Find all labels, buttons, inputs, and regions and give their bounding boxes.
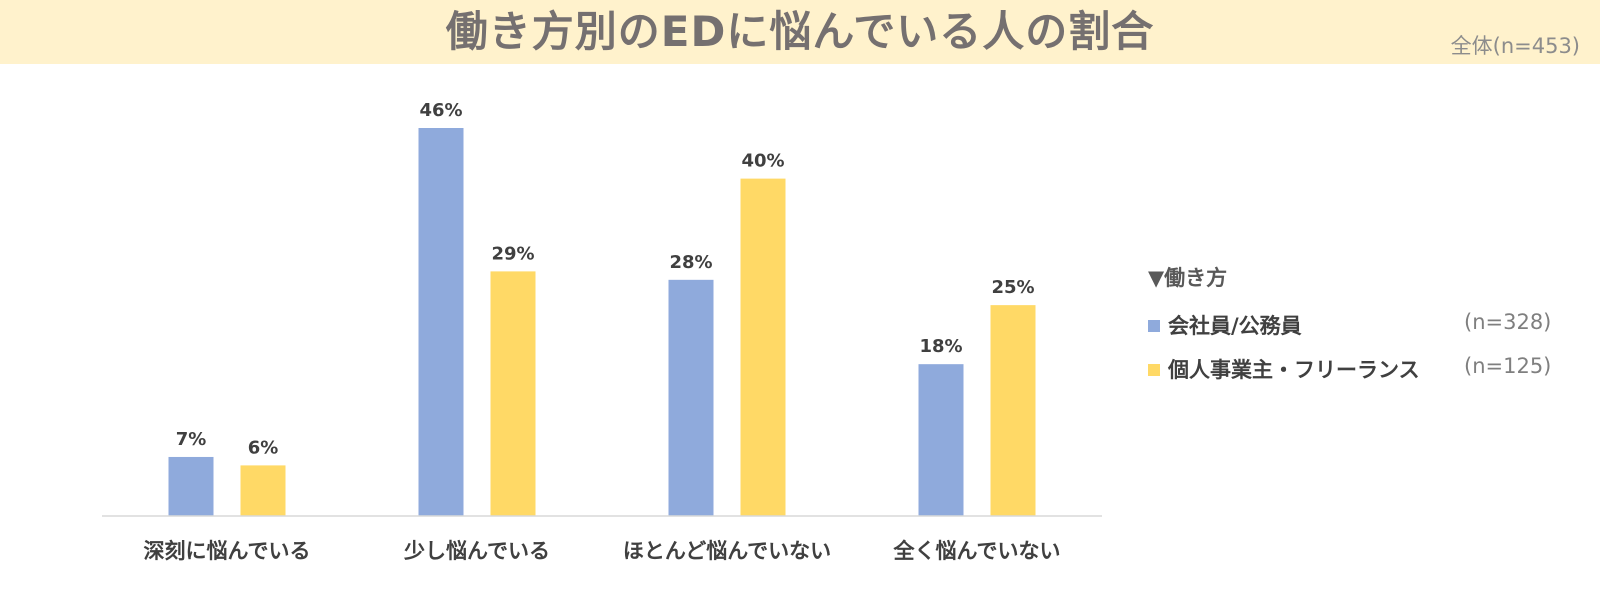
bar-freelance-2 — [490, 271, 536, 516]
category-label-1: 深刻に悩んでいる — [144, 539, 311, 563]
legend-swatch-employee — [1148, 320, 1160, 332]
bar-employee-4 — [918, 364, 964, 516]
value-label-employee-4: 18% — [919, 336, 962, 357]
value-label-freelance-4: 25% — [991, 277, 1034, 298]
legend-label-employee: 会社員/公務員 — [1168, 314, 1302, 338]
category-label-4: 全く悩んでいない — [893, 539, 1061, 563]
value-label-freelance-2: 29% — [491, 243, 534, 264]
legend-item-employee: 会社員/公務員 (n=328) — [1148, 310, 1568, 354]
legend-n-employee: (n=328) — [1464, 310, 1552, 334]
legend: ▼働き方 会社員/公務員 (n=328) 個人事業主・フリーランス (n=125… — [1148, 262, 1568, 398]
legend-label-freelance: 個人事業主・フリーランス — [1168, 358, 1420, 382]
legend-n-freelance: (n=125) — [1464, 354, 1552, 378]
category-label-2: 少し悩んでいる — [403, 539, 550, 563]
bar-freelance-1 — [240, 465, 286, 516]
category-label-3: ほとんど悩んでいない — [623, 539, 831, 563]
bar-employee-1 — [168, 456, 214, 516]
legend-title: ▼働き方 — [1148, 266, 1228, 290]
bar-employee-2 — [418, 128, 464, 516]
bar-freelance-4 — [990, 305, 1036, 516]
bar-freelance-3 — [740, 178, 786, 516]
value-labels-group: 7% 6% 46% 29% 28% 40% 18% 25% — [176, 100, 1035, 458]
bars-group — [168, 128, 1036, 516]
value-label-employee-1: 7% — [176, 429, 207, 450]
value-label-freelance-3: 40% — [741, 151, 784, 172]
value-label-employee-3: 28% — [669, 252, 712, 273]
value-label-freelance-1: 6% — [248, 437, 279, 458]
legend-item-freelance: 個人事業主・フリーランス (n=125) — [1148, 354, 1568, 398]
value-label-employee-2: 46% — [419, 100, 462, 121]
category-labels-group: 深刻に悩んでいる 少し悩んでいる ほとんど悩んでいない 全く悩んでいない — [144, 539, 1061, 563]
title-band — [0, 0, 1600, 64]
chart-title: 働き方別のEDに悩んでいる人の割合 — [445, 7, 1155, 56]
legend-swatch-freelance — [1148, 364, 1160, 376]
bar-employee-3 — [668, 279, 714, 516]
sample-size-note: 全体(n=453) — [1450, 34, 1580, 58]
